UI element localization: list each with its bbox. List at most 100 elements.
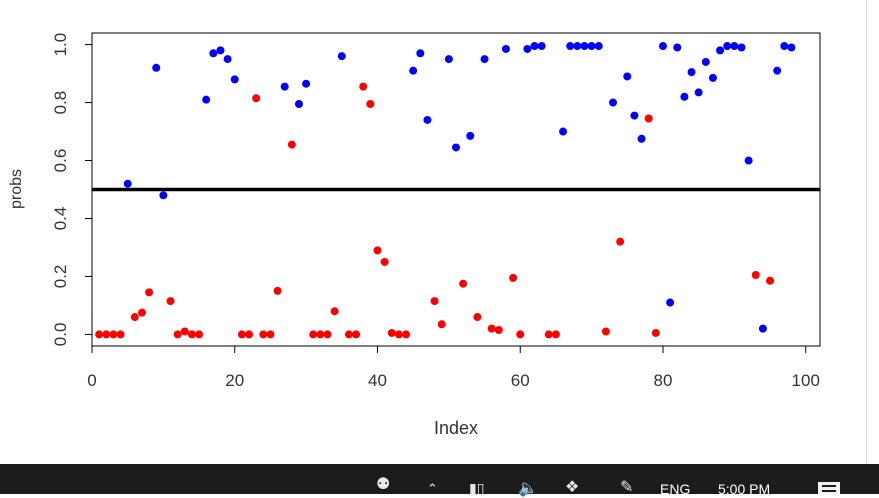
red-point <box>616 237 625 246</box>
volume-icon[interactable]: 🔈 <box>518 478 538 497</box>
red-point <box>252 94 261 103</box>
red-point <box>651 328 660 337</box>
blue-point <box>537 42 546 51</box>
pen-icon[interactable]: ✎ <box>620 477 634 496</box>
battery-icon[interactable]: ▮▯ <box>469 481 485 497</box>
blue-point <box>623 72 632 81</box>
pane-border <box>866 0 867 464</box>
blue-point <box>416 49 425 58</box>
red-point <box>352 330 361 339</box>
y-tick-label: 0.0 <box>51 323 70 347</box>
red-point <box>766 276 775 285</box>
red-point <box>430 297 439 306</box>
y-tick-label: 1.0 <box>51 33 70 57</box>
blue-point <box>594 42 603 51</box>
x-tick-label: 40 <box>368 371 387 390</box>
blue-point <box>694 88 703 97</box>
blue-point <box>573 42 582 51</box>
blue-point <box>230 75 239 84</box>
red-point <box>473 313 482 322</box>
x-tick-label: 60 <box>511 371 530 390</box>
blue-point <box>687 68 696 77</box>
red-point <box>173 330 182 339</box>
red-point <box>544 330 553 339</box>
y-axis: 0.0 0.2 0.4 0.6 0.8 1.0 <box>51 33 93 347</box>
plot-pane: 0 20 40 60 80 100 0.0 0.2 0.4 0.6 0.8 1.0 Index pr… <box>8 0 867 464</box>
blue-point <box>152 63 161 72</box>
blue-point <box>787 43 796 52</box>
blue-point <box>680 92 689 101</box>
red-point <box>109 330 118 339</box>
people-icon[interactable]: ⚉ <box>376 474 391 493</box>
blue-point <box>630 111 639 120</box>
y-tick-label: 0.8 <box>51 91 70 115</box>
red-point <box>516 330 525 339</box>
blue-point <box>566 42 575 51</box>
red-point <box>344 330 353 339</box>
red-point <box>137 308 146 317</box>
taskbar: ⚉ ⌃ ▮▯ 🔈 ❖ ✎ ENG 5:00 PM <box>0 464 879 497</box>
x-tick-label: 0 <box>87 371 96 390</box>
red-point <box>402 330 411 339</box>
blue-point <box>302 79 311 88</box>
red-point <box>359 82 368 91</box>
blue-point <box>658 42 667 51</box>
red-point <box>394 330 403 339</box>
red-point <box>102 330 111 339</box>
blue-point <box>480 55 489 64</box>
x-axis: 0 20 40 60 80 100 <box>87 345 820 390</box>
blue-point <box>423 115 432 124</box>
red-point <box>551 330 560 339</box>
blue-point <box>730 42 739 51</box>
red-point <box>323 330 332 339</box>
red-point <box>644 114 653 123</box>
red-point <box>380 257 389 266</box>
red-point <box>195 330 204 339</box>
red-point <box>166 297 175 306</box>
red-point <box>366 100 375 109</box>
language-indicator[interactable]: ENG <box>660 481 691 497</box>
blue-point <box>159 191 168 200</box>
blue-point <box>216 46 225 55</box>
blue-point <box>530 42 539 51</box>
blue-point <box>744 156 753 165</box>
red-point <box>459 279 468 288</box>
red-point <box>237 330 246 339</box>
x-tick-label: 100 <box>792 371 820 390</box>
red-point <box>245 330 254 339</box>
clock[interactable]: 5:00 PM <box>718 481 771 497</box>
red-point <box>373 246 382 255</box>
data-points <box>95 42 796 339</box>
blue-point <box>637 134 646 143</box>
y-axis-label: probs <box>8 169 25 209</box>
red-point <box>751 270 760 279</box>
blue-point <box>501 44 510 53</box>
blue-point <box>202 95 211 104</box>
action-center-icon[interactable] <box>818 482 840 494</box>
blue-point <box>609 98 618 107</box>
blue-point <box>723 42 732 51</box>
blue-point <box>773 66 782 75</box>
blue-point <box>708 73 717 82</box>
red-point <box>387 328 396 337</box>
red-point <box>130 313 139 322</box>
blue-point <box>523 44 532 53</box>
red-point <box>601 327 610 336</box>
red-point <box>316 330 325 339</box>
chevron-up-icon[interactable]: ⌃ <box>427 482 438 497</box>
dropbox-icon[interactable]: ❖ <box>565 477 580 496</box>
red-point <box>273 286 282 295</box>
blue-point <box>580 42 589 51</box>
red-point <box>266 330 275 339</box>
blue-point <box>209 49 218 58</box>
blue-point <box>701 57 710 66</box>
x-tick-label: 20 <box>225 371 244 390</box>
blue-point <box>337 52 346 61</box>
blue-point <box>280 82 289 91</box>
blue-point <box>223 55 232 64</box>
y-tick-label: 0.4 <box>51 207 70 231</box>
red-point <box>180 327 189 336</box>
blue-point <box>780 42 789 51</box>
red-point <box>437 320 446 329</box>
red-point <box>259 330 268 339</box>
